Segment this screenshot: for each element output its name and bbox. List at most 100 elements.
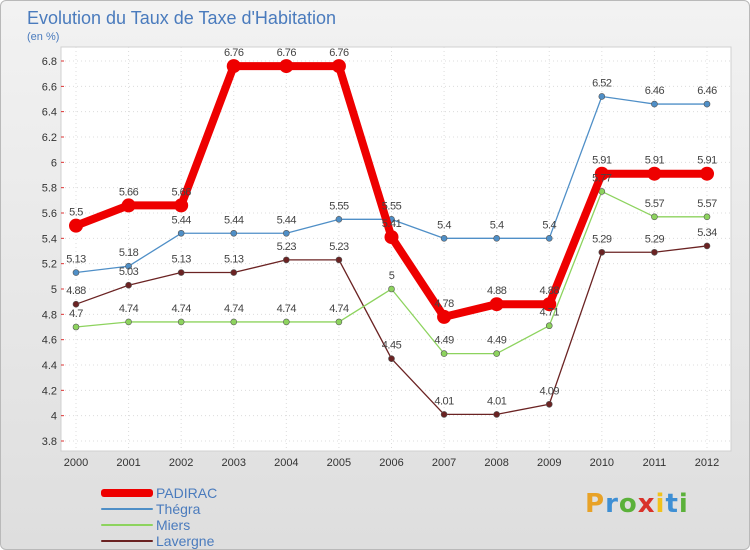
x-tick-label: 2010	[590, 457, 614, 469]
data-point	[72, 323, 80, 331]
data-label: 5.44	[277, 214, 297, 226]
data-label: 5.44	[224, 214, 244, 226]
data-label: 5.4	[437, 219, 451, 231]
legend-item-miers: Miers	[101, 517, 301, 533]
data-label: 5.4	[490, 219, 504, 231]
x-tick-label: 2009	[537, 457, 561, 469]
data-label: 5.23	[277, 241, 297, 253]
data-point	[226, 59, 241, 74]
data-label: 5.55	[382, 200, 402, 212]
data-label: 6.52	[592, 77, 612, 89]
data-point	[230, 269, 238, 276]
data-point	[69, 218, 83, 233]
data-point	[125, 318, 132, 326]
data-label: 4.74	[171, 303, 191, 315]
data-point	[542, 297, 557, 312]
logo-letter: i	[655, 489, 666, 519]
y-tick-label: 4.6	[42, 335, 57, 347]
data-label: 4.71	[540, 307, 560, 319]
data-label: 5	[389, 270, 395, 282]
data-label: 6.76	[224, 47, 244, 59]
proxiti-logo: Proxiti	[585, 489, 689, 519]
data-point	[598, 248, 606, 256]
y-tick-label: 6	[51, 157, 57, 169]
data-label: 5.57	[697, 198, 717, 210]
y-tick-label: 4.2	[42, 385, 57, 397]
data-label: 4.88	[540, 285, 560, 297]
legend-swatch-padirac	[101, 489, 153, 497]
legend-label-miers: Miers	[156, 517, 191, 533]
data-point	[388, 355, 395, 362]
y-tick-label: 4.4	[42, 360, 57, 372]
data-label: 5.13	[171, 254, 191, 266]
data-point	[594, 166, 609, 181]
y-tick-label: 4	[51, 411, 57, 423]
data-point	[230, 229, 238, 237]
data-point	[125, 281, 132, 289]
data-point	[493, 411, 500, 418]
logo-letter: P	[585, 489, 606, 519]
y-tick-label: 6.8	[42, 56, 57, 68]
data-point	[545, 235, 553, 242]
data-label: 5.13	[66, 254, 86, 266]
data-point	[283, 318, 290, 326]
data-point	[545, 400, 553, 408]
data-point	[283, 256, 290, 264]
y-tick-label: 5.8	[42, 183, 57, 195]
data-label: 5.91	[592, 155, 612, 167]
x-tick-label: 2007	[432, 457, 456, 469]
data-label: 4.78	[434, 298, 454, 310]
legend: PADIRAC Thégra Miers Lavergne	[101, 485, 301, 549]
legend-swatch-lavergne	[101, 540, 153, 542]
data-label: 4.09	[540, 385, 560, 397]
data-label: 4.01	[487, 395, 507, 407]
data-point	[647, 166, 662, 181]
logo-letter: r	[605, 489, 619, 519]
data-label: 5.57	[645, 198, 665, 210]
data-label: 5.29	[645, 233, 665, 245]
data-label: 4.01	[434, 395, 454, 407]
logo-letter: o	[618, 489, 638, 519]
data-point	[651, 213, 658, 221]
logo-letter: t	[665, 489, 679, 519]
data-point	[703, 213, 711, 221]
data-point	[335, 256, 343, 264]
x-tick-label: 2005	[327, 457, 351, 469]
y-tick-label: 5.4	[42, 233, 57, 245]
data-label: 5.03	[119, 266, 139, 278]
data-point	[545, 322, 553, 330]
data-point	[177, 269, 185, 276]
data-label: 5.18	[119, 247, 139, 259]
y-tick-label: 4.8	[42, 309, 57, 321]
data-point	[72, 269, 80, 276]
legend-swatch-thegra	[101, 508, 153, 510]
data-point	[700, 166, 714, 181]
data-label: 5.77	[592, 172, 612, 184]
data-label: 5.91	[697, 155, 717, 167]
data-point	[174, 198, 189, 213]
x-tick-label: 2000	[64, 457, 88, 469]
data-point	[493, 350, 500, 357]
data-label: 4.88	[66, 285, 86, 297]
data-label: 5.66	[119, 186, 139, 198]
data-label: 5.91	[645, 155, 665, 167]
x-tick-label: 2008	[484, 457, 508, 469]
data-point	[384, 230, 399, 245]
data-point	[279, 59, 294, 74]
data-label: 5.4	[542, 219, 556, 231]
y-tick-label: 6.2	[42, 132, 57, 144]
data-label: 6.46	[645, 85, 665, 97]
data-point	[335, 216, 343, 223]
legend-item-padirac: PADIRAC	[101, 485, 301, 501]
y-tick-label: 5	[51, 284, 57, 296]
data-point	[598, 93, 606, 100]
y-tick-label: 5.6	[42, 208, 57, 220]
data-label: 6.46	[697, 85, 717, 97]
data-point	[331, 59, 346, 74]
data-point	[125, 262, 132, 270]
data-label: 5.29	[592, 233, 612, 245]
y-tick-label: 6.6	[42, 81, 57, 93]
data-point	[493, 235, 500, 242]
data-label: 4.74	[119, 303, 139, 315]
